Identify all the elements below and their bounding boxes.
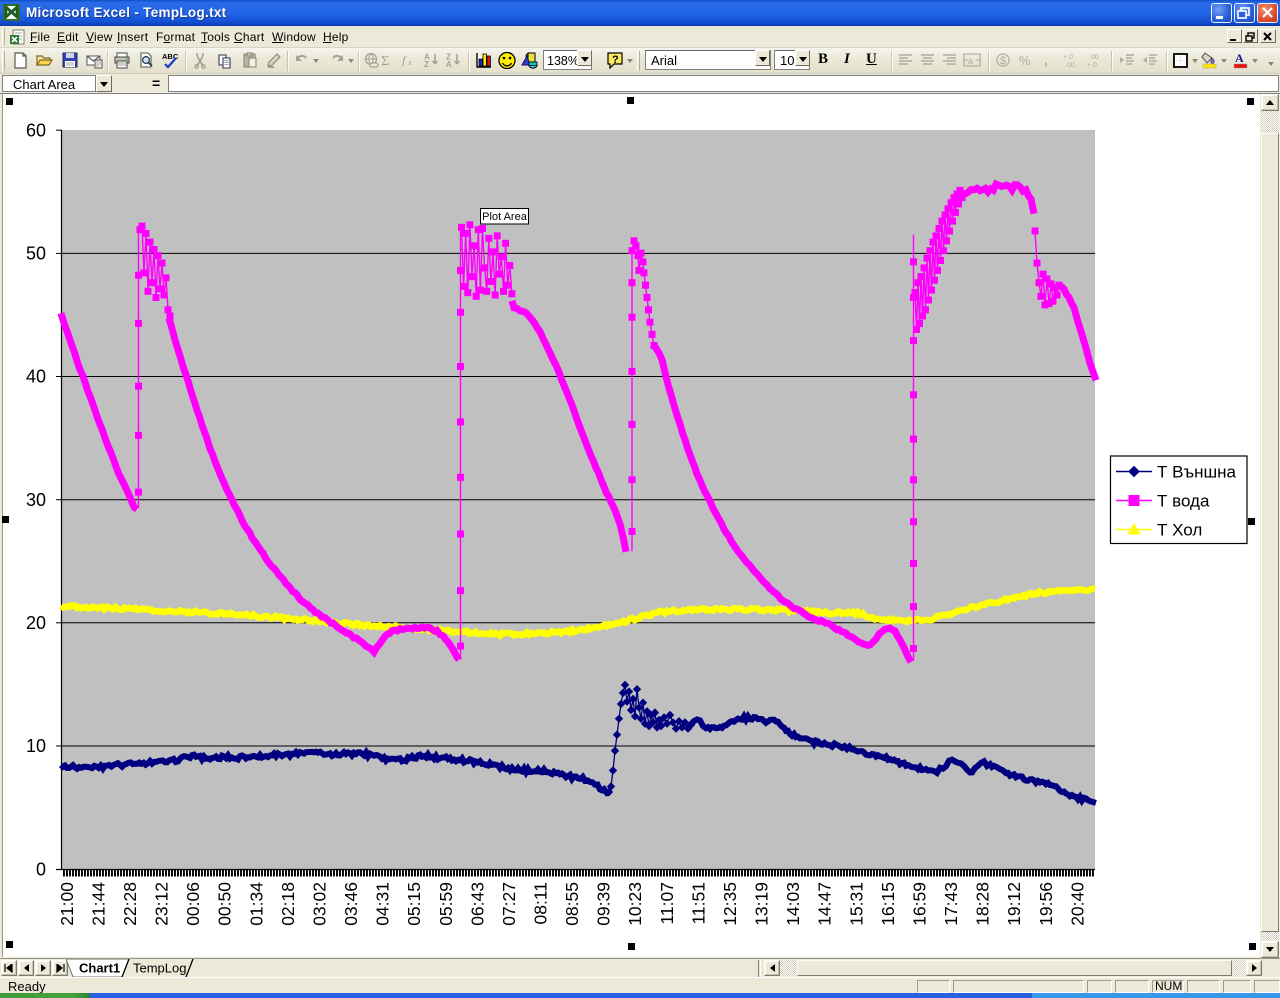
svg-text:Chart1: Chart1: [79, 961, 120, 976]
svg-text:A: A: [446, 60, 452, 69]
svg-text:Т Външна: Т Външна: [1157, 463, 1236, 482]
svg-text:$: $: [1000, 55, 1006, 67]
svg-text:Т вода: Т вода: [1157, 492, 1210, 511]
svg-text:x: x: [407, 58, 412, 67]
svg-text:17:43: 17:43: [941, 882, 961, 926]
svg-text:30: 30: [26, 490, 46, 510]
svg-text:14:03: 14:03: [783, 882, 803, 926]
svg-text:10: 10: [26, 736, 46, 756]
svg-text:.00: .00: [1089, 54, 1099, 61]
svg-text:05:15: 05:15: [404, 882, 424, 926]
svg-text:?: ?: [612, 54, 619, 66]
svg-text:01:34: 01:34: [246, 882, 266, 926]
svg-text:20:40: 20:40: [1067, 882, 1087, 926]
svg-text:+.0: +.0: [1087, 62, 1097, 69]
svg-text:02:18: 02:18: [278, 882, 298, 926]
svg-text:a: a: [968, 56, 973, 66]
svg-text:13:19: 13:19: [752, 882, 772, 926]
svg-text:06:43: 06:43: [467, 882, 487, 926]
svg-text:f: f: [402, 53, 407, 67]
svg-text:15:31: 15:31: [846, 882, 866, 926]
svg-text:08:11: 08:11: [531, 882, 551, 925]
svg-text:22:28: 22:28: [120, 882, 140, 926]
svg-text:09:39: 09:39: [594, 882, 614, 926]
svg-text:40: 40: [26, 367, 46, 387]
svg-text:A: A: [1235, 51, 1244, 65]
svg-text:00:06: 00:06: [183, 882, 203, 926]
svg-text:08:55: 08:55: [562, 882, 582, 926]
svg-text:05:59: 05:59: [436, 882, 456, 926]
svg-text:11:07: 11:07: [657, 882, 677, 925]
svg-text:19:56: 19:56: [1036, 882, 1056, 926]
svg-text:.00: .00: [1065, 62, 1075, 69]
svg-text:21:44: 21:44: [88, 882, 108, 926]
svg-text:16:15: 16:15: [878, 882, 898, 926]
svg-text:10:23: 10:23: [625, 882, 645, 926]
svg-text:50: 50: [26, 244, 46, 264]
svg-text:23:12: 23:12: [152, 882, 172, 926]
svg-text:Т Хол: Т Хол: [1157, 521, 1202, 540]
svg-text:Z: Z: [446, 53, 451, 62]
svg-text:11:51: 11:51: [688, 882, 708, 925]
svg-text:21:00: 21:00: [57, 882, 77, 926]
svg-text:04:31: 04:31: [373, 882, 393, 926]
svg-text:Z: Z: [424, 60, 429, 69]
svg-text:00:50: 00:50: [215, 882, 235, 926]
svg-text:Plot Area: Plot Area: [482, 211, 528, 223]
svg-text:14:47: 14:47: [815, 882, 835, 926]
svg-text:03:02: 03:02: [309, 882, 329, 926]
svg-text:+.0: +.0: [1063, 54, 1073, 61]
svg-text:03:46: 03:46: [341, 882, 361, 926]
svg-text:19:12: 19:12: [1004, 882, 1024, 926]
svg-text:60: 60: [26, 120, 46, 140]
svg-text:,: ,: [1044, 52, 1048, 68]
svg-text:0: 0: [36, 859, 46, 879]
svg-text:A: A: [424, 53, 430, 62]
svg-text:18:28: 18:28: [973, 882, 993, 926]
svg-text:Σ: Σ: [381, 54, 389, 69]
svg-text:20: 20: [26, 613, 46, 633]
svg-text:07:27: 07:27: [499, 882, 519, 926]
svg-text:ABC: ABC: [162, 52, 179, 61]
svg-text:TempLog: TempLog: [133, 961, 186, 976]
svg-text:16:59: 16:59: [910, 882, 930, 926]
svg-text:%: %: [1019, 53, 1031, 68]
svg-text:12:35: 12:35: [720, 882, 740, 926]
